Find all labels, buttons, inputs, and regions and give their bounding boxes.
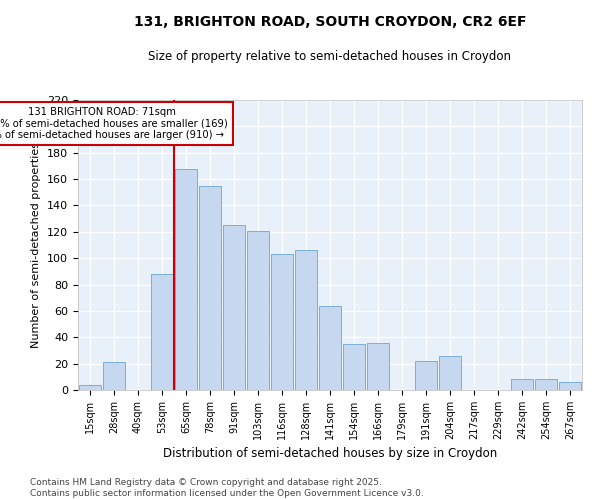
Bar (103, 362, 125, 390)
Bar (367, 342, 389, 390)
Text: Size of property relative to semi-detached houses in Croydon: Size of property relative to semi-detach… (149, 50, 511, 63)
Text: Contains HM Land Registry data © Crown copyright and database right 2025.
Contai: Contains HM Land Registry data © Crown c… (30, 478, 424, 498)
Bar (271, 254, 293, 390)
Bar (223, 225, 245, 390)
Bar (247, 230, 269, 390)
Bar (79, 384, 101, 390)
Bar (439, 356, 461, 390)
Bar (535, 380, 557, 390)
Bar (319, 306, 341, 390)
Bar (295, 250, 317, 390)
Y-axis label: Number of semi-detached properties: Number of semi-detached properties (31, 142, 41, 348)
Bar (415, 361, 437, 390)
Text: 131 BRIGHTON ROAD: 71sqm
← 15% of semi-detached houses are smaller (169)
83% of : 131 BRIGHTON ROAD: 71sqm ← 15% of semi-d… (0, 106, 228, 140)
Text: 131, BRIGHTON ROAD, SOUTH CROYDON, CR2 6EF: 131, BRIGHTON ROAD, SOUTH CROYDON, CR2 6… (134, 15, 526, 29)
Bar (199, 186, 221, 390)
Bar (175, 168, 197, 390)
X-axis label: Distribution of semi-detached houses by size in Croydon: Distribution of semi-detached houses by … (163, 448, 497, 460)
Bar (343, 344, 365, 390)
Bar (511, 380, 533, 390)
Bar (151, 274, 173, 390)
Bar (559, 382, 581, 390)
